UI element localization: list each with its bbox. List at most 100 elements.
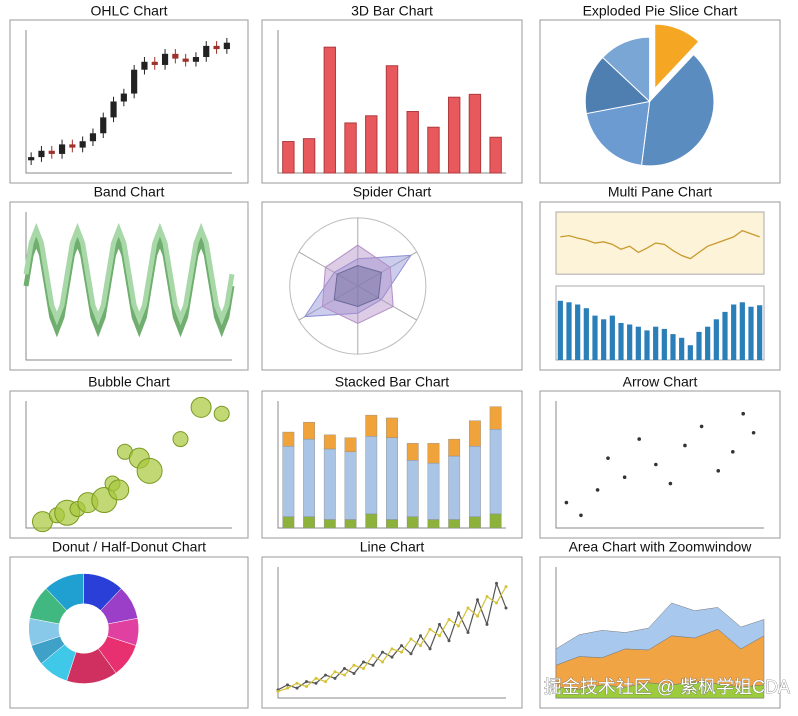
candle xyxy=(58,144,66,154)
bar xyxy=(468,93,482,174)
chart-title: OHLC Chart xyxy=(90,3,167,19)
pie-slice xyxy=(654,23,700,90)
chart-title: Line Chart xyxy=(360,539,425,555)
bar xyxy=(731,304,737,360)
bar xyxy=(447,96,461,174)
bar xyxy=(609,315,615,360)
point xyxy=(333,676,337,680)
bar-segment xyxy=(365,414,378,437)
point xyxy=(637,437,641,441)
bar-segment xyxy=(323,434,336,450)
point xyxy=(485,622,489,626)
line xyxy=(560,229,760,260)
line xyxy=(23,222,235,326)
radar-area xyxy=(321,244,394,324)
candle xyxy=(100,117,107,134)
point xyxy=(457,611,460,615)
bar-segment xyxy=(489,513,502,529)
bubble xyxy=(172,431,189,448)
point xyxy=(295,686,299,690)
bar xyxy=(696,331,702,360)
bar xyxy=(757,305,763,360)
bar xyxy=(635,326,641,360)
chart-title: Stacked Bar Chart xyxy=(335,374,449,390)
bar xyxy=(601,319,607,360)
bar xyxy=(489,136,502,174)
point xyxy=(751,430,756,435)
candle xyxy=(141,61,148,70)
point xyxy=(447,617,451,621)
bar xyxy=(583,308,589,360)
bar-segment xyxy=(365,513,378,529)
chart-title: Multi Pane Chart xyxy=(608,184,712,200)
bar xyxy=(748,306,754,360)
candle xyxy=(172,53,179,59)
bar-segment xyxy=(489,406,502,430)
point xyxy=(466,606,470,610)
bar-segment xyxy=(489,429,502,515)
bar xyxy=(557,300,563,360)
bar xyxy=(670,334,676,360)
point xyxy=(716,469,721,473)
bar xyxy=(365,115,378,174)
bar xyxy=(575,304,581,360)
bubble xyxy=(190,396,212,418)
bar xyxy=(644,330,650,360)
bar xyxy=(739,302,745,360)
bar-segment xyxy=(406,460,419,517)
chart-frame xyxy=(9,19,249,184)
bar-segment xyxy=(323,448,336,520)
candle xyxy=(131,69,138,94)
bar-segment xyxy=(427,462,440,520)
bar xyxy=(592,315,598,360)
chart-title: Band Chart xyxy=(94,184,165,200)
point xyxy=(419,634,422,638)
radar-area xyxy=(333,265,382,307)
pie-slice xyxy=(640,53,715,167)
bar xyxy=(406,111,419,174)
bar xyxy=(713,319,719,360)
point xyxy=(485,594,489,598)
point xyxy=(668,481,673,486)
candle xyxy=(223,42,230,50)
point xyxy=(343,673,346,677)
chart-title: Area Chart with Zoomwindow xyxy=(569,539,753,555)
point xyxy=(409,652,413,656)
bubble xyxy=(136,457,163,484)
donut-slice xyxy=(45,573,84,611)
bar xyxy=(679,337,685,360)
candle xyxy=(28,157,35,161)
point xyxy=(400,644,403,648)
bar-segment xyxy=(469,445,481,517)
radar-area xyxy=(303,254,412,318)
point xyxy=(579,513,583,518)
bubble xyxy=(213,405,230,422)
point xyxy=(495,601,498,605)
chart-frame xyxy=(539,390,781,539)
bar-segment xyxy=(448,519,461,529)
bar-segment xyxy=(344,437,357,453)
bar-segment xyxy=(427,443,440,464)
point xyxy=(438,622,441,626)
chart-title: Exploded Pie Slice Chart xyxy=(583,3,738,19)
point xyxy=(314,681,318,685)
point xyxy=(409,637,413,641)
candle xyxy=(48,150,55,154)
point xyxy=(564,500,569,505)
point xyxy=(476,598,479,602)
bar xyxy=(427,126,440,174)
candle xyxy=(182,58,189,62)
bar-segment xyxy=(386,437,398,520)
point xyxy=(362,660,365,664)
candle xyxy=(161,53,169,65)
point xyxy=(276,689,280,693)
bar-segment xyxy=(406,516,419,529)
point xyxy=(731,450,735,454)
point xyxy=(390,655,394,659)
chart-title: Bubble Chart xyxy=(88,374,170,390)
point xyxy=(419,644,422,648)
spoke xyxy=(298,251,359,287)
chart-title: Arrow Chart xyxy=(623,374,698,390)
